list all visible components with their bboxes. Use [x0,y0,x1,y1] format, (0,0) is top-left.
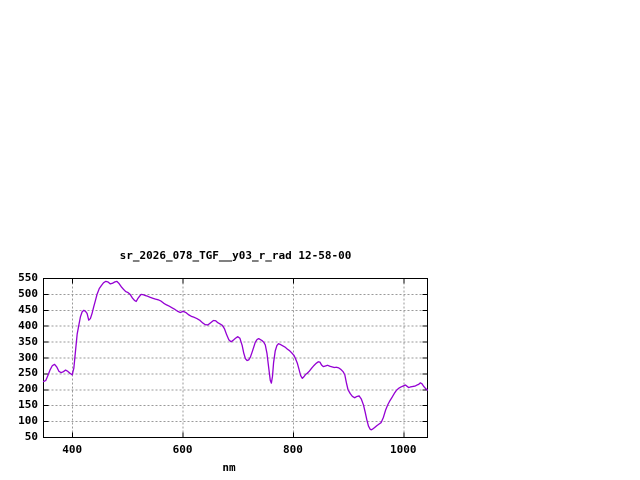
x-axis-label: nm [222,461,236,474]
y-tick-label: 200 [18,382,38,396]
y-tick-label: 50 [24,430,38,443]
x-tick-label: 800 [282,443,303,456]
y-tick-label: 300 [18,350,38,364]
spectrum-line [43,280,428,431]
y-tick-label: 100 [18,414,38,428]
y-tick-label: 250 [18,366,38,380]
x-tick-label: 400 [62,443,83,456]
y-tick-label: 150 [18,398,38,412]
x-tick-label: 1000 [390,443,417,456]
y-tick-label: 400 [18,318,38,332]
y-tick-label: 550 [18,271,38,284]
y-tick-label: 350 [18,334,38,348]
x-tick-label: 600 [172,443,193,456]
y-tick-label: 500 [18,286,38,300]
plot-border [43,278,428,438]
plot-area [43,278,428,438]
y-tick-label: 450 [18,302,38,316]
chart-title: sr_2026_078_TGF__y03_r_rad 12-58-00 [119,249,352,262]
